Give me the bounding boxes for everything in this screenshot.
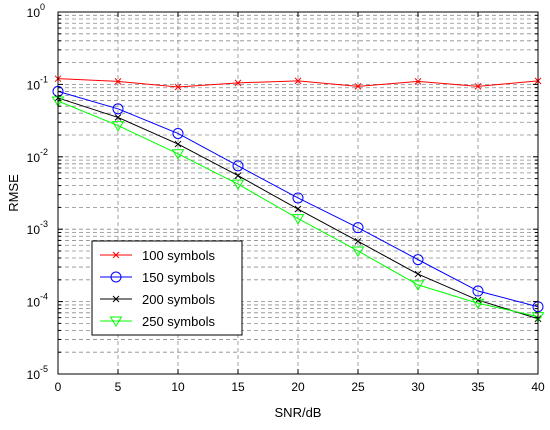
y-tick-label-exponent: -1 [40, 74, 48, 84]
circle-marker [112, 103, 124, 115]
y-tick-label-base: 10 [27, 296, 41, 310]
triangle-marker [171, 149, 185, 160]
triangle-marker [291, 214, 305, 225]
y-tick-label-exponent: -5 [40, 364, 48, 374]
x-marker [112, 295, 120, 303]
x-marker [414, 78, 422, 85]
y-tick-label-exponent: -3 [40, 219, 48, 229]
x-marker-stroke [114, 114, 122, 121]
triangle-marker [231, 179, 245, 191]
legend-label: 200 symbols [142, 292, 215, 307]
series-line [57, 90, 539, 308]
circle-marker [232, 160, 244, 172]
x-marker-stroke [294, 205, 302, 213]
circle-marker [472, 285, 484, 297]
legend-label: 150 symbols [142, 270, 215, 285]
x-tick-label: 30 [411, 380, 425, 394]
x-tick-label: 15 [231, 380, 245, 394]
circle-marker [172, 127, 184, 139]
x-marker [474, 296, 482, 304]
x-marker-stroke [414, 270, 422, 278]
triangle-marker [471, 298, 485, 310]
y-tick-label-base: 10 [27, 78, 41, 92]
x-marker [414, 270, 422, 278]
x-marker-stroke [112, 251, 120, 259]
x-tick-label: 0 [55, 380, 62, 394]
x-tick-label: 40 [531, 380, 545, 394]
x-tick-label: 5 [115, 380, 122, 394]
x-marker [354, 237, 362, 245]
x-marker [234, 79, 242, 87]
triangle-marker [109, 316, 123, 327]
x-marker [114, 114, 122, 121]
x-marker-stroke [174, 140, 182, 148]
series-line [57, 100, 539, 318]
circle-marker [110, 271, 122, 283]
x-marker [234, 172, 242, 179]
x-marker-stroke [234, 79, 242, 87]
x-marker-stroke [354, 237, 362, 245]
y-tick-label-base: 10 [27, 6, 41, 20]
x-marker-stroke [474, 82, 482, 90]
x-marker-stroke [114, 78, 122, 85]
x-marker [294, 205, 302, 213]
y-tick-label-exponent: -4 [40, 292, 48, 302]
legend: 100 symbols 150 symbols 200 symbols 250 sym… [91, 240, 243, 336]
series-layer [51, 75, 545, 323]
triangle-marker [411, 280, 425, 291]
x-marker [174, 83, 182, 91]
y-tick-label-base: 10 [27, 223, 41, 237]
legend-label: 250 symbols [142, 314, 215, 329]
x-marker-stroke [414, 78, 422, 85]
x-tick-label: 10 [171, 380, 185, 394]
y-tick-label-exponent: -2 [40, 147, 48, 157]
x-tick-label: 35 [471, 380, 485, 394]
triangle-marker [111, 121, 125, 132]
x-tick-label: 20 [291, 380, 305, 394]
circle-marker [412, 254, 424, 266]
x-marker [354, 82, 362, 90]
x-marker-stroke [112, 295, 120, 303]
x-marker [114, 78, 122, 85]
x-marker [474, 82, 482, 90]
x-tick-label: 25 [351, 380, 365, 394]
x-axis-label: SNR/dB [275, 405, 322, 420]
circle-marker [292, 192, 304, 204]
x-marker [112, 251, 120, 259]
x-marker-stroke [354, 82, 362, 90]
x-marker-stroke [174, 83, 182, 91]
series-1 [54, 75, 542, 91]
x-marker [174, 140, 182, 148]
x-marker-stroke [294, 77, 302, 85]
x-marker-stroke [234, 172, 242, 179]
x-marker [294, 77, 302, 85]
y-tick-label-exponent: 0 [40, 2, 45, 12]
legend-label: 100 symbols [142, 248, 215, 263]
triangle-marker [351, 246, 365, 257]
y-tick-label-base: 10 [27, 151, 41, 165]
circle-marker [352, 222, 364, 234]
y-tick-label-base: 10 [27, 368, 41, 382]
x-marker-stroke [474, 296, 482, 304]
y-axis-label: RMSE [6, 174, 21, 212]
